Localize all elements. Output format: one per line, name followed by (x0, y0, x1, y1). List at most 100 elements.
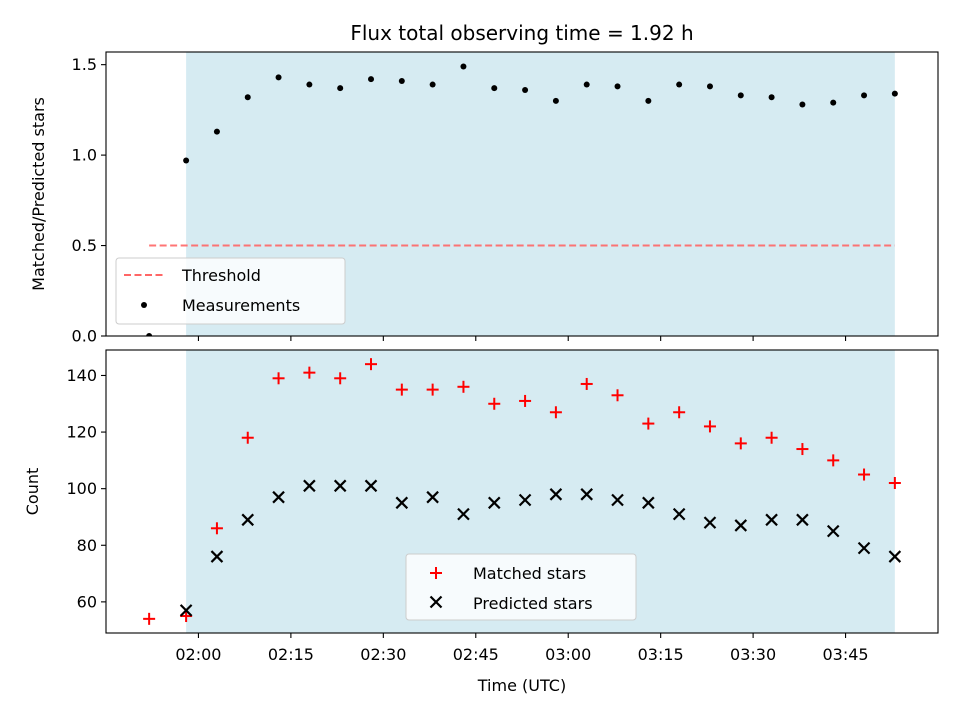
data-point (737, 92, 744, 99)
data-point-matched (703, 420, 716, 433)
x-b (241, 513, 255, 527)
data-point (337, 85, 344, 92)
data-point (146, 333, 153, 336)
data-point-matched (580, 377, 593, 390)
data-point-matched (272, 372, 285, 385)
chart-title: Flux total observing time = 1.92 h (350, 21, 693, 45)
data-point-predicted (518, 493, 532, 507)
data-point (275, 74, 282, 81)
data-point-matched (888, 477, 901, 490)
legend-box (115, 257, 346, 325)
data-point-matched (673, 406, 686, 419)
data-point-predicted (303, 479, 316, 493)
data-point-predicted (765, 513, 778, 527)
data-point (583, 81, 590, 88)
x-b (395, 496, 409, 510)
data-point (830, 99, 837, 106)
x-tick-label: 02:45 (453, 645, 499, 664)
data-point-matched (303, 366, 316, 379)
data-point-matched (549, 406, 562, 419)
data-point-matched (395, 383, 408, 396)
x-tick-label: 02:00 (175, 645, 221, 664)
data-point (460, 63, 467, 70)
x-b (796, 513, 809, 527)
data-point-predicted (580, 488, 593, 501)
y-tick-label: 140 (66, 366, 97, 385)
x-b (672, 507, 686, 521)
x-axis-label: Time (UTC) (477, 676, 566, 695)
x-b (765, 513, 778, 527)
x-b (457, 507, 470, 521)
x-b (857, 541, 871, 555)
data-point-predicted (272, 490, 285, 504)
data-point-matched (143, 612, 156, 625)
data-point-predicted (364, 479, 378, 493)
x-b (426, 490, 439, 504)
x-b (826, 524, 840, 538)
data-point (676, 81, 683, 88)
data-point-predicted (857, 541, 871, 555)
data-point (552, 97, 559, 104)
legend: Matched stars Predicted stars (405, 553, 637, 621)
x-tick-label: 03:00 (545, 645, 591, 664)
data-point-matched (241, 431, 254, 444)
data-point-predicted (210, 550, 224, 563)
data-point-predicted (796, 513, 809, 527)
x-tick-label: 03:15 (638, 645, 684, 664)
legend-predicted-label: Predicted stars (473, 594, 593, 613)
top-panel: 0.0 0.5 1.0 1.5 Matched/Predicted stars Thres… (29, 51, 939, 346)
data-point (891, 90, 898, 97)
legend-threshold-label: Threshold (181, 266, 261, 285)
data-point-predicted (179, 604, 193, 617)
data-point-matched (457, 380, 470, 393)
y-tick-label: 100 (66, 479, 97, 498)
x-b (734, 519, 748, 532)
x-b (518, 493, 532, 507)
data-point (368, 76, 375, 83)
data-point-matched (611, 389, 624, 402)
x-tick-label: 02:15 (268, 645, 314, 664)
data-point-predicted (457, 507, 470, 521)
data-point-predicted (672, 507, 686, 521)
data-point-matched (642, 417, 655, 430)
x-tick-label: 02:30 (360, 645, 406, 664)
data-point-predicted (703, 516, 717, 529)
x-tick-label: 03:45 (823, 645, 869, 664)
y-tick-label: 0.5 (72, 236, 97, 255)
data-point (614, 83, 621, 90)
data-point-predicted (611, 493, 624, 507)
data-point-matched (858, 468, 871, 481)
data-point (861, 92, 868, 99)
data-point-matched (734, 437, 747, 450)
x-b (487, 496, 501, 510)
data-point-matched (334, 372, 347, 385)
data-point-matched (765, 431, 778, 444)
data-point (799, 101, 806, 108)
data-point (306, 81, 313, 88)
legend-measurements-label: Measurements (182, 296, 300, 315)
legend-matched-label: Matched stars (473, 564, 586, 583)
y-tick-label: 0.0 (72, 327, 97, 346)
x-tick-label: 03:30 (730, 645, 776, 664)
legend-box (405, 553, 637, 621)
data-point-predicted (888, 550, 902, 563)
data-point (768, 94, 775, 101)
data-point-matched (796, 443, 809, 456)
x-b (580, 488, 593, 501)
x-b (272, 490, 285, 504)
data-point-matched (519, 394, 532, 407)
axes-frame (105, 349, 939, 634)
data-point (491, 85, 498, 92)
y-axis-label: Count (23, 468, 42, 516)
data-point-predicted (333, 479, 347, 493)
x-b (642, 496, 655, 510)
legend-measurements-swatch (141, 302, 147, 308)
data-point (183, 157, 190, 164)
data-point-predicted (241, 513, 255, 527)
data-point-predicted (395, 496, 409, 510)
data-point-matched (426, 383, 439, 396)
y-tick-label: 80 (77, 536, 97, 555)
x-b (210, 550, 224, 563)
data-point (244, 94, 251, 101)
